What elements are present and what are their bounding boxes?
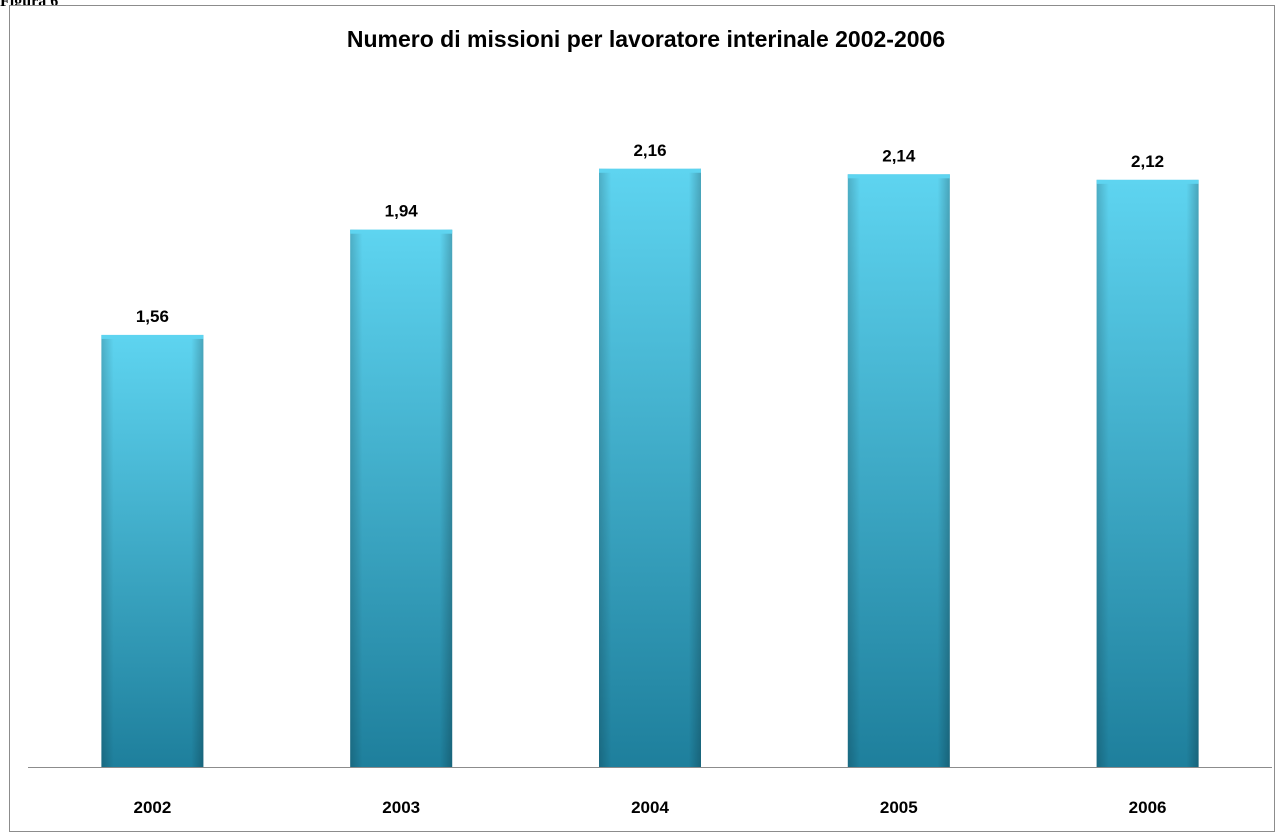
bars-group: 1,56 1,94 2,16 2,14 2,12	[101, 141, 1199, 767]
bar-cap-2005	[847, 174, 950, 179]
bar-cap-2003	[350, 229, 453, 234]
bar-shade-2003	[350, 229, 453, 767]
x-tick-label-2003: 2003	[382, 798, 420, 817]
x-tick-label-2002: 2002	[133, 798, 171, 817]
data-label-2006: 2,12	[1131, 152, 1164, 171]
bar-cap-2004	[599, 168, 701, 173]
data-label-2005: 2,14	[882, 146, 916, 165]
x-tick-label-2004: 2004	[631, 798, 669, 817]
bar-shade-2005	[847, 174, 950, 767]
bar-shade-2002	[101, 334, 204, 767]
data-label-2004: 2,16	[633, 141, 666, 160]
x-axis-tick-labels: 2002 2003 2004 2005 2006	[133, 798, 1166, 817]
bar-shade-2006	[1096, 179, 1199, 767]
x-tick-label-2006: 2006	[1129, 798, 1167, 817]
data-label-2002: 1,56	[136, 307, 169, 326]
bar-cap-2006	[1096, 179, 1199, 184]
bar-shade-2004	[599, 168, 701, 767]
chart-title: Numero di missioni per lavoratore interi…	[347, 26, 945, 52]
data-label-2003: 1,94	[385, 202, 419, 221]
bar-cap-2002	[101, 334, 204, 339]
x-tick-label-2005: 2005	[880, 798, 918, 817]
